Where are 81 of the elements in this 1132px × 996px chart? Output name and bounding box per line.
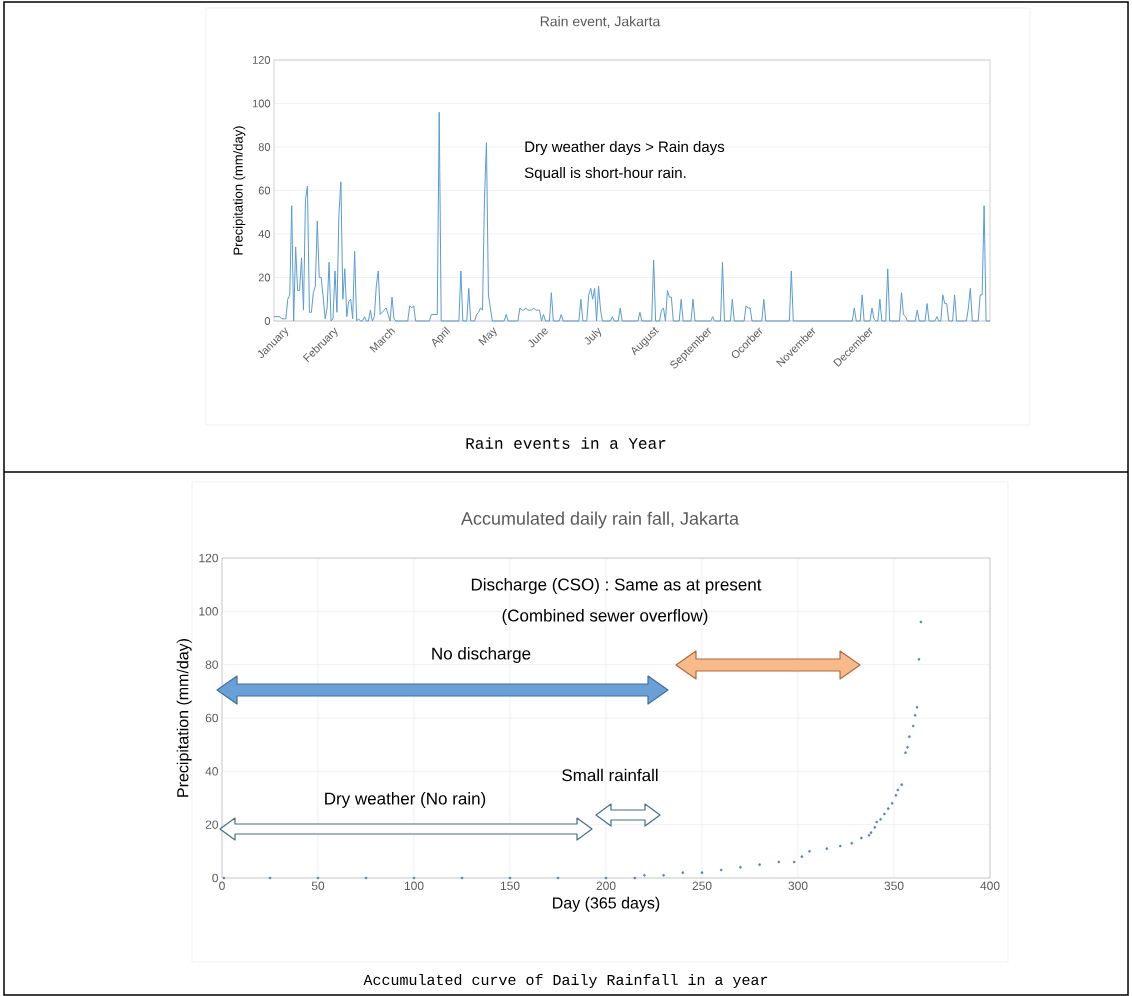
point [412,876,416,880]
point [908,735,911,738]
point [800,855,804,858]
point [879,818,882,821]
point [890,802,894,805]
y-tick-label: 100 [199,607,219,616]
point [873,826,877,829]
point [913,714,917,717]
y-tick-label: 40 [205,767,219,776]
point [604,876,608,880]
y-tick-label: 80 [205,660,219,669]
point [633,876,637,880]
point [915,706,919,709]
x-tick-label: 50 [311,881,325,891]
text: Accumulated curve of Daily Rainfall in a year [363,974,768,988]
x-tick-label: 350 [884,881,904,891]
point [825,847,829,850]
point [700,871,704,874]
x-tick-label: 250 [692,881,712,891]
point [364,876,368,880]
point [792,860,796,864]
point [911,724,915,728]
point [681,871,685,874]
point [900,783,903,786]
point [860,836,863,840]
x-tick-label: 400 [980,881,1000,891]
point [883,812,886,816]
point [886,807,890,810]
point [662,874,665,877]
y-tick-label: 20 [205,820,219,829]
chart-title: Rain event, Jakarta [540,16,661,28]
y-tick-label: 0 [264,317,271,325]
y-tick-label: 40 [258,230,271,238]
point [875,820,879,824]
text: Rain events in a Year [466,437,666,449]
y-axis-title: Precipitation (mm/day) [233,126,246,255]
y-tick-label: 120 [252,56,271,64]
annotation: Small rainfall [562,768,658,782]
y-tick-label: 0 [212,873,219,883]
x-tick-label: 100 [404,881,424,891]
annotation: Squall is short-hour rain. [524,167,686,181]
x-tick-label: 300 [788,881,808,891]
annotation: Dry weather (No rain) [325,792,486,808]
point [719,868,723,872]
y-tick-label: 60 [205,713,219,723]
point [917,658,921,661]
y-tick-label: 100 [252,99,271,108]
point [508,876,512,880]
point [222,876,226,880]
annotation: No discharge [432,647,531,663]
point [896,788,900,792]
point [919,620,923,624]
y-tick-label: 120 [199,553,219,563]
point [894,794,898,797]
point [906,746,909,749]
point [556,876,560,880]
x-axis-title: Day (365 days) [553,896,660,912]
y-tick-label: 20 [258,273,271,282]
x-tick-label: 200 [596,881,616,891]
point [869,831,873,834]
point [268,876,272,880]
y-axis-title: Precipitation (mm/day) [176,639,192,797]
point [867,834,871,837]
point [316,876,320,880]
point [808,850,811,853]
point [777,860,781,864]
y-tick-label: 80 [258,143,271,151]
y-tick-label: 60 [258,186,271,195]
annotation: (Combined sewer overflow) [502,609,708,625]
x-tick-label: July [584,327,602,345]
annotation: Discharge (CSO) : Same as at present [471,578,762,594]
point [758,863,761,866]
point [904,751,907,754]
point [739,866,742,869]
point [838,844,842,848]
point [460,876,464,880]
annotation: Dry weather days > Rain days [525,141,725,155]
x-tick-label: 150 [500,881,520,891]
point [850,842,854,845]
chart-title: Accumulated daily rain fall, Jakarta [460,511,740,529]
point [643,874,646,877]
